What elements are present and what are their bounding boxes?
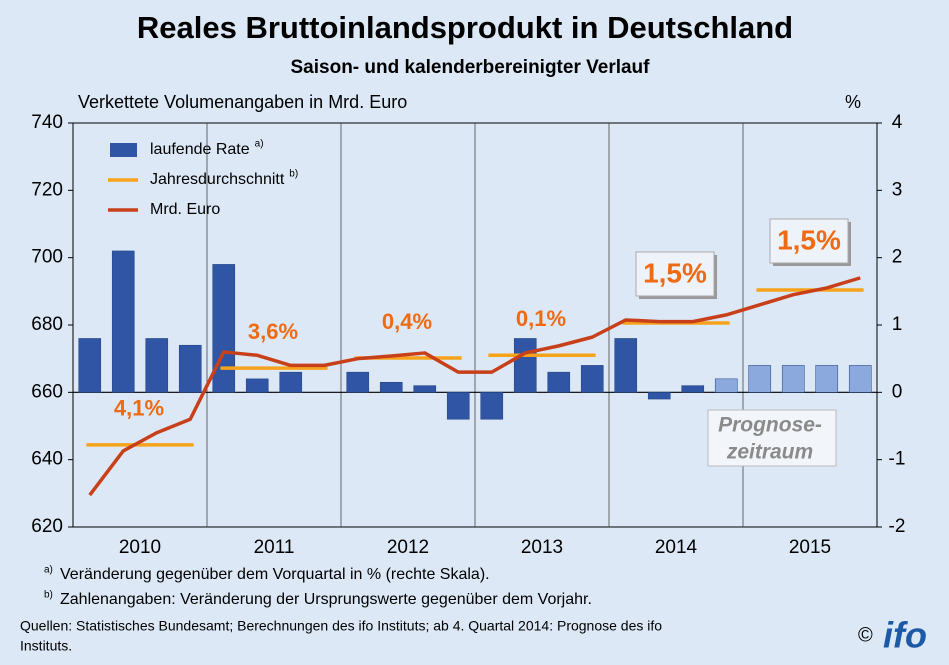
- bar: [480, 392, 504, 420]
- label-box: [769, 218, 849, 264]
- bar: [748, 365, 772, 393]
- bar: [413, 385, 437, 393]
- copyright: ©: [858, 624, 873, 646]
- bar: [111, 250, 135, 393]
- legend-swatch: [110, 143, 137, 157]
- x-tick-label: 2011: [254, 537, 295, 558]
- y-tick-label: 740: [31, 112, 63, 133]
- y2-axis-label: %: [845, 92, 861, 112]
- x-tick-label: 2013: [521, 537, 563, 558]
- bar: [346, 371, 370, 393]
- forecast-box: [707, 409, 837, 467]
- bar: [279, 371, 303, 393]
- footnote-text: Veränderung gegenüber dem Vorquartal in …: [60, 566, 490, 583]
- y-tick-label: 620: [31, 516, 63, 537]
- bar: [714, 378, 738, 393]
- bar: [212, 264, 236, 393]
- bar: [446, 392, 470, 420]
- y-axis-label: Verkettete Volumenangaben in Mrd. Euro: [78, 92, 407, 112]
- bar: [647, 392, 671, 400]
- y-tick-label: 640: [31, 449, 63, 470]
- bar: [513, 338, 537, 393]
- chart-title: Reales Bruttoinlandsprodukt in Deutschla…: [137, 10, 793, 45]
- annual-label: 1,5%: [643, 257, 707, 288]
- bar: [781, 365, 805, 393]
- bar: [78, 338, 102, 393]
- annual-label: 0,1%: [516, 306, 566, 331]
- legend-note: b): [289, 169, 298, 180]
- y2-tick-label: -1: [889, 449, 906, 470]
- x-tick-label: 2014: [655, 537, 698, 558]
- y-tick-label: 720: [31, 179, 63, 200]
- annual-label: 0,4%: [382, 309, 432, 334]
- y2-tick-label: 2: [892, 247, 903, 268]
- footnote-text: Zahlenangaben: Veränderung der Ursprungs…: [60, 591, 592, 608]
- y2-tick-label: 0: [892, 381, 903, 402]
- legend-label: Jahresdurchschnitt: [150, 171, 285, 188]
- bar: [145, 338, 169, 393]
- bar: [815, 365, 839, 393]
- annual-label: 1,5%: [777, 224, 841, 255]
- x-tick-label: 2015: [789, 537, 831, 558]
- y-tick-label: 700: [31, 247, 63, 268]
- annual-label: 3,6%: [248, 319, 298, 344]
- bar: [580, 365, 604, 393]
- bar: [379, 381, 403, 393]
- x-tick-label: 2010: [119, 537, 161, 558]
- bar: [178, 344, 202, 393]
- line: [88, 276, 861, 497]
- source: Instituts.: [20, 638, 72, 654]
- bar: [681, 385, 705, 393]
- label-box: [635, 251, 715, 297]
- y-tick-label: 680: [31, 314, 63, 335]
- bar: [547, 371, 571, 393]
- y2-tick-label: 3: [892, 179, 903, 200]
- y-tick-label: 660: [31, 381, 63, 402]
- footnote-mark: b): [44, 590, 53, 601]
- chart-subtitle: Saison- und kalenderbereinigter Verlauf: [291, 57, 651, 78]
- y2-tick-label: 4: [892, 112, 903, 133]
- legend-label: Mrd. Euro: [150, 201, 220, 218]
- logo: ifo: [883, 615, 927, 656]
- y2-tick-label: 1: [892, 314, 903, 335]
- bar: [848, 365, 872, 393]
- annual-label: 4,1%: [114, 396, 164, 421]
- legend-label: laufende Rate: [150, 141, 250, 158]
- x-tick-label: 2012: [387, 537, 429, 558]
- legend-note: a): [255, 139, 264, 150]
- footnote-mark: a): [44, 565, 53, 576]
- bar: [614, 338, 638, 393]
- y2-tick-label: -2: [889, 516, 906, 537]
- source: Quellen: Statistisches Bundesamt; Berech…: [20, 618, 662, 634]
- forecast-label: zeitraum: [726, 441, 813, 464]
- forecast-label: Prognose-: [718, 414, 822, 437]
- bar: [245, 378, 269, 393]
